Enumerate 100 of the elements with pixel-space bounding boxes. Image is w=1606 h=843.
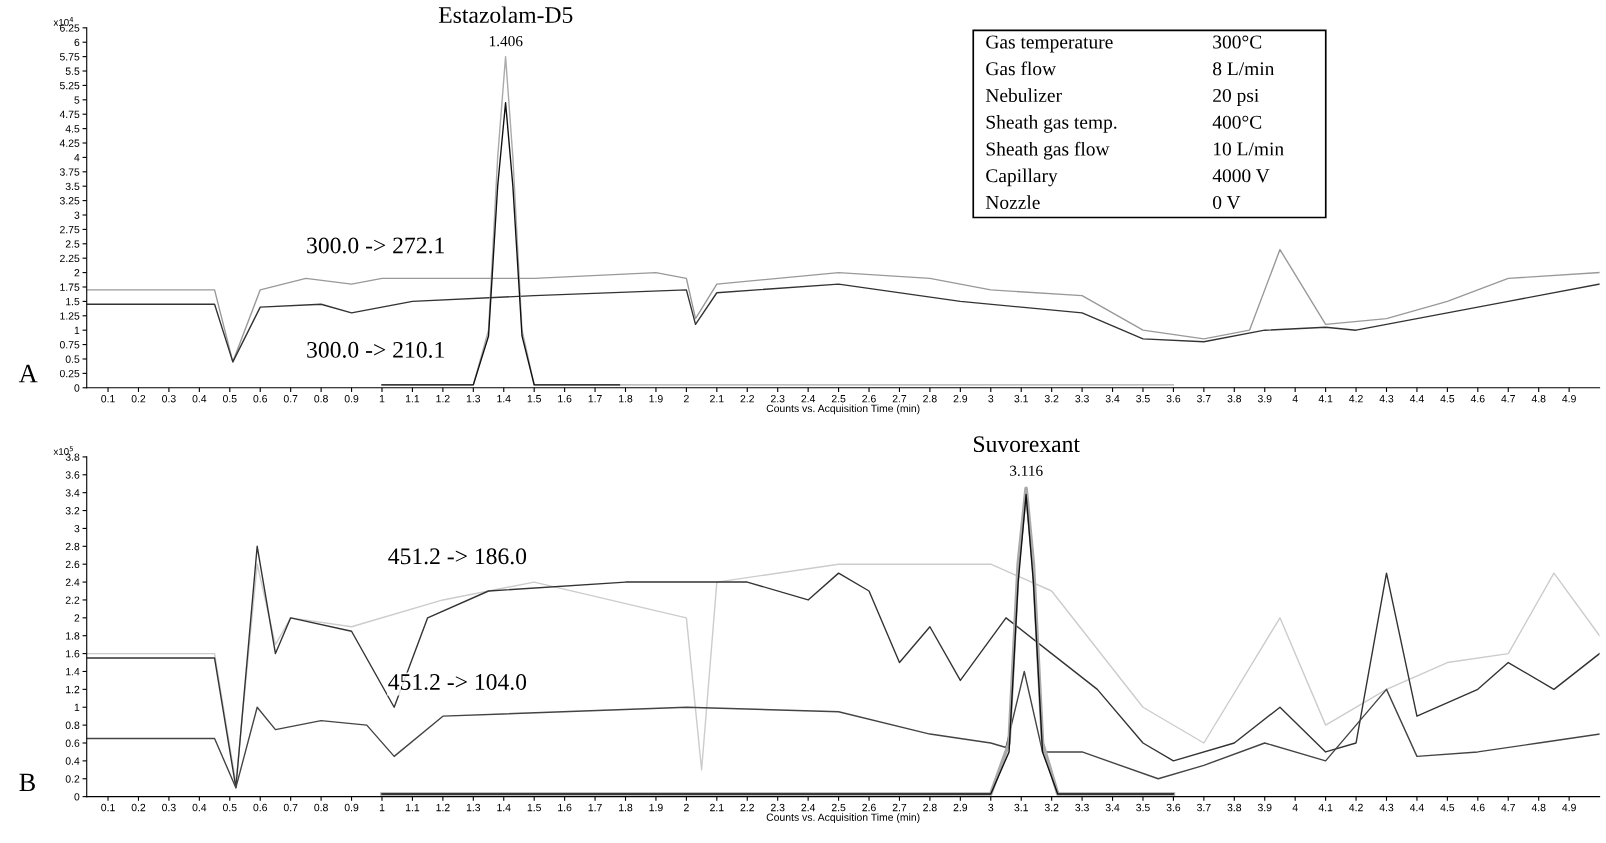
x-tick-label: 2.1	[710, 803, 724, 812]
x-tick-label: 2	[684, 803, 689, 812]
y-tick-label: 3	[74, 211, 80, 219]
x-tick-label: 4.9	[1562, 803, 1576, 812]
x-tick-label: 1.9	[649, 803, 663, 812]
x-tick-label: 4.2	[1349, 803, 1363, 812]
x-tick-label: 2.4	[801, 395, 816, 403]
x-tick-label: 3	[988, 395, 994, 403]
x-tick-label: 3.9	[1257, 395, 1272, 403]
y-tick-label: 1.6	[66, 650, 80, 658]
x-tick-label: 4.5	[1440, 803, 1455, 812]
y-axis-title: x10$^{5}$	[53, 446, 73, 455]
x-tick-label: 1.7	[588, 803, 602, 812]
x-tick-label: 0.9	[344, 803, 359, 812]
y-tick-label: 2.75	[60, 225, 80, 234]
annotation: Nebulizer	[985, 88, 1062, 103]
x-tick-label: 3.8	[1227, 395, 1242, 403]
y-tick-label: 6.25	[60, 24, 80, 32]
x-tick-label: 3.7	[1197, 395, 1211, 403]
x-tick-label: 1.6	[558, 395, 572, 403]
x-tick-label: 3.6	[1166, 803, 1181, 812]
y-tick-label: 1	[74, 703, 80, 712]
x-tick-label: 3	[988, 803, 994, 812]
x-tick-label: 3.3	[1075, 395, 1089, 403]
y-tick-label: 3.25	[59, 197, 80, 205]
x-tick-label: 2.5	[831, 803, 846, 812]
x-tick-label: 0.8	[314, 395, 328, 403]
y-tick-label: 5.25	[59, 81, 80, 90]
y-tick-label: 0.4	[65, 757, 80, 765]
y-tick-label: 2.8	[65, 542, 80, 551]
x-tick-label: 0.6	[253, 395, 268, 403]
y-tick-label: 1.8	[66, 632, 80, 640]
x-tick-label: 4.2	[1349, 395, 1363, 403]
y-tick-label: 5	[74, 96, 80, 104]
x-tick-label: 3.5	[1136, 395, 1150, 403]
annotation: 1.406	[489, 36, 523, 47]
annotation: 10 L/min	[1214, 142, 1284, 156]
annotation: Capillary	[986, 168, 1058, 187]
y-tick-label: 4.25	[59, 139, 80, 147]
x-tick-label: 3.5	[1136, 803, 1150, 812]
x-tick-label: 2.6	[862, 395, 876, 403]
x-tick-label: 3.7	[1197, 803, 1211, 812]
y-tick-label: 0	[74, 384, 80, 392]
y-tick-label: 1.75	[60, 283, 80, 291]
x-tick-label: 2.2	[740, 395, 754, 403]
x-tick-label: 1.2	[436, 395, 450, 403]
x-tick-label: 0.6	[253, 803, 268, 812]
y-tick-label: 2.2	[65, 596, 80, 604]
y-tick-label: 1.2	[66, 685, 80, 694]
x-tick-label: 4.7	[1501, 395, 1515, 403]
y-tick-label: 2	[74, 269, 80, 277]
x-tick-label: 0.4	[192, 395, 207, 403]
x-tick-label: 1.4	[497, 395, 511, 403]
y-tick-label: 0	[74, 793, 80, 801]
x-tick-label: 4.4	[1409, 395, 1424, 403]
x-tick-label: 2.5	[831, 395, 846, 403]
x-tick-label: 1.9	[649, 395, 663, 403]
x-tick-label: 0.4	[192, 803, 207, 812]
x-tick-label: 1	[379, 803, 385, 812]
annotation: 300°C	[1213, 35, 1262, 49]
y-tick-label: 1.5	[66, 298, 80, 306]
x-tick-label: 0.8	[314, 803, 328, 812]
y-tick-label: 4.75	[59, 110, 80, 119]
x-tick-label: 4.1	[1318, 803, 1333, 812]
x-tick-label: 1.4	[497, 803, 511, 812]
x-tick-label: 0.3	[162, 803, 176, 812]
x-tick-label: 1.6	[558, 803, 572, 812]
x-tick-label: 1.7	[588, 395, 602, 403]
x-tick-label: 0.3	[162, 395, 176, 403]
x-tick-label: 4.8	[1531, 803, 1546, 812]
y-tick-label: 0.75	[59, 341, 80, 349]
x-tick-label: 3.1	[1014, 803, 1028, 812]
annotation: 3.116	[1010, 465, 1043, 476]
x-tick-label: 2.1	[710, 395, 724, 403]
annotation: 451.2 -> 104.0	[388, 673, 527, 691]
x-tick-label: 2.2	[740, 803, 754, 812]
text: B	[19, 773, 35, 792]
x-tick-label: 3.9	[1257, 803, 1272, 812]
annotation: 8 L/min	[1213, 62, 1275, 76]
x-tick-label: 4.9	[1562, 395, 1576, 403]
x-tick-label: 2.8	[923, 395, 937, 403]
x-tick-label: 0.1	[101, 395, 115, 403]
x-tick-label: 4.4	[1409, 803, 1424, 812]
x-axis-title: Counts vs. Acquisition Time (min)	[766, 813, 920, 823]
x-tick-label: 4	[1292, 395, 1298, 403]
y-tick-label: 3	[74, 524, 80, 533]
annotation: 300.0 -> 210.1	[307, 341, 444, 358]
x-tick-label: 3.6	[1166, 395, 1181, 403]
x-tick-label: 4.6	[1470, 395, 1485, 403]
text: A	[18, 364, 38, 383]
x-tick-label: 0.2	[131, 803, 146, 812]
annotation: Sheath gas temp.	[986, 115, 1117, 133]
x-tick-label: 2.8	[923, 803, 937, 812]
x-tick-label: 4.3	[1379, 803, 1394, 812]
x-tick-label: 4.3	[1379, 395, 1394, 403]
x-tick-label: 0.7	[283, 803, 298, 812]
y-tick-label: 3.8	[65, 453, 80, 461]
x-tick-label: 2.9	[953, 395, 968, 403]
y-tick-label: 1	[74, 326, 80, 334]
y-tick-label: 3.6	[65, 471, 80, 479]
